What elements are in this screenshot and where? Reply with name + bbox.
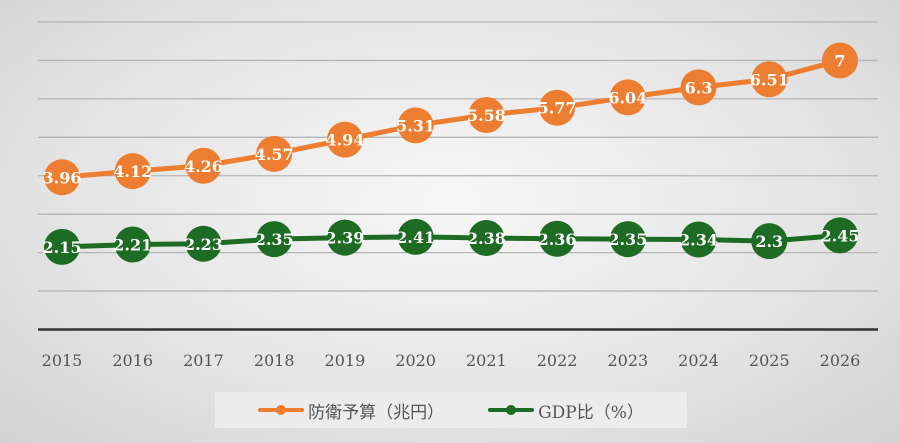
data-label: 5.77 (538, 99, 577, 118)
series-line (61, 58, 841, 180)
data-point (256, 135, 293, 172)
legend-label: GDP比（%） (538, 402, 644, 423)
data-label: 2.39 (325, 229, 364, 248)
data-label: 2.41 (396, 228, 435, 247)
data-point (680, 221, 717, 258)
legend-label: 防衛予算（兆円） (308, 402, 445, 423)
x-tick-label: 2016 (112, 351, 153, 370)
data-label: 6.3 (685, 78, 713, 97)
data-point (751, 223, 788, 260)
data-label: 2.35 (608, 230, 647, 249)
x-tick-label: 2023 (607, 351, 648, 370)
data-label: 2.36 (538, 230, 577, 249)
data-label: 2.21 (113, 236, 152, 255)
data-point (609, 221, 646, 258)
x-tick-label: 2019 (325, 351, 366, 370)
data-point (680, 69, 717, 106)
x-tick-label: 2015 (42, 351, 83, 370)
x-tick-label: 2020 (395, 351, 436, 370)
data-label: 4.57 (255, 145, 294, 164)
data-label: 4.26 (184, 157, 223, 176)
x-tick-label: 2017 (183, 351, 224, 370)
data-point (822, 217, 858, 254)
data-label: 2.35 (255, 230, 294, 249)
data-point (397, 107, 434, 144)
data-label: 4.94 (325, 131, 364, 150)
data-point (44, 159, 80, 196)
x-tick-label: 2025 (749, 351, 790, 370)
data-label: 3.96 (43, 168, 82, 187)
green-line-marker-icon (488, 405, 535, 415)
data-point (468, 220, 505, 257)
data-point (114, 153, 151, 190)
data-label: 2.45 (821, 226, 860, 245)
data-label: 5.31 (396, 116, 435, 135)
data-point (185, 147, 222, 184)
legend-item-defense-budget: 防衛予算（兆円） (258, 398, 444, 423)
data-point (822, 42, 858, 79)
data-point (751, 61, 788, 98)
data-label: 2.15 (43, 238, 82, 257)
x-tick-label: 2024 (678, 351, 719, 370)
data-label: 2.23 (184, 235, 223, 254)
x-tick-label: 2021 (466, 351, 507, 370)
data-point (185, 225, 222, 262)
data-label: 6.51 (750, 70, 789, 89)
x-tick-label: 2022 (537, 351, 578, 370)
data-point (539, 89, 576, 126)
data-point (114, 226, 151, 263)
data-point (539, 220, 576, 257)
x-tick-label: 2026 (820, 351, 861, 370)
data-label: 2.38 (467, 229, 506, 248)
legend: 防衛予算（兆円） GDP比（%） (215, 392, 687, 428)
legend-item-gdp-ratio: GDP比（%） (488, 398, 644, 423)
data-label: 6.04 (608, 88, 647, 107)
data-point (609, 79, 646, 116)
data-point (326, 121, 363, 158)
data-point (256, 221, 293, 258)
data-point (326, 219, 363, 256)
data-label: 2.3 (755, 232, 783, 251)
series-line (61, 232, 841, 250)
data-label: 5.58 (467, 106, 506, 125)
orange-line-marker-icon (258, 405, 305, 415)
data-point (397, 218, 434, 255)
data-point (468, 97, 505, 134)
data-label: 4.12 (113, 162, 152, 181)
x-tick-label: 2018 (254, 351, 295, 370)
data-label: 7 (834, 51, 845, 70)
data-point (44, 228, 80, 265)
data-label: 2.34 (679, 231, 718, 250)
